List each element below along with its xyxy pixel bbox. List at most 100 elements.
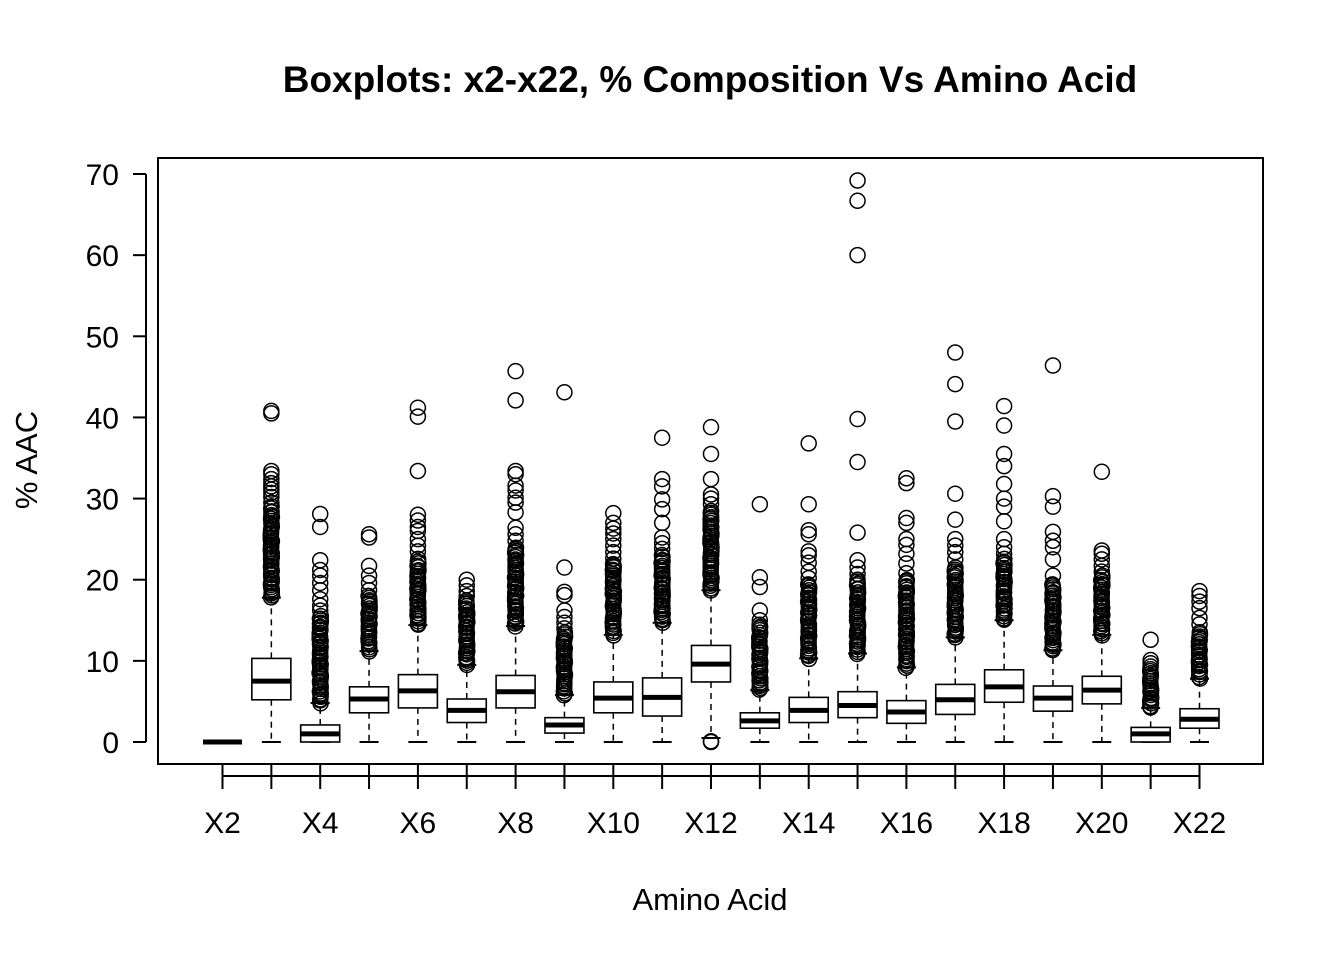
outlier-point bbox=[311, 518, 329, 536]
outlier-point bbox=[702, 502, 720, 520]
outlier-point bbox=[1142, 651, 1159, 669]
outlier-point bbox=[898, 509, 915, 527]
outlier-point bbox=[800, 543, 817, 560]
outlier-point bbox=[849, 453, 866, 471]
outlier-point bbox=[1191, 593, 1208, 610]
outlier-point bbox=[947, 530, 964, 548]
outlier-point bbox=[311, 551, 329, 569]
outlier-point bbox=[1191, 582, 1208, 600]
outlier-point bbox=[849, 246, 866, 264]
outlier-point bbox=[556, 614, 573, 631]
outlier-point bbox=[995, 417, 1013, 434]
outlier-point bbox=[653, 540, 671, 558]
box-x21 bbox=[1130, 631, 1171, 743]
outlier-point bbox=[311, 574, 329, 592]
outlier-point bbox=[507, 462, 524, 480]
outlier-point bbox=[751, 612, 769, 629]
outlier-point bbox=[947, 511, 964, 528]
outlier-point bbox=[312, 607, 330, 625]
outlier-point bbox=[653, 546, 671, 564]
outlier-point bbox=[507, 539, 525, 556]
box-x9 bbox=[544, 384, 585, 743]
outlier-point bbox=[311, 602, 329, 619]
box-x13 bbox=[739, 496, 781, 743]
outlier-point bbox=[409, 550, 427, 568]
outlier-point bbox=[1191, 587, 1208, 605]
outlier-point bbox=[360, 567, 378, 584]
outlier-point bbox=[995, 530, 1013, 548]
outlier-point bbox=[995, 498, 1013, 515]
outlier-point bbox=[458, 571, 475, 588]
outlier-point bbox=[605, 543, 622, 561]
outlier-point bbox=[1044, 498, 1062, 515]
box-x14 bbox=[788, 435, 830, 743]
outlier-point bbox=[409, 512, 427, 529]
outlier-point bbox=[947, 375, 964, 393]
outlier-point bbox=[653, 478, 671, 495]
outlier-point bbox=[849, 524, 866, 541]
outlier-point bbox=[995, 475, 1013, 493]
chart-title: Boxplots: x2-x22, % Composition Vs Amino… bbox=[283, 59, 1138, 100]
box-x3 bbox=[251, 402, 292, 743]
outlier-point bbox=[653, 429, 671, 446]
outlier-point bbox=[995, 539, 1013, 556]
outlier-point bbox=[702, 445, 720, 463]
y-tick-label: 40 bbox=[86, 402, 119, 435]
outlier-point bbox=[1044, 487, 1062, 505]
outlier-point bbox=[898, 474, 915, 492]
outlier-point bbox=[751, 569, 769, 586]
outlier-point bbox=[702, 732, 720, 750]
outlier-point bbox=[311, 590, 329, 608]
outlier-point bbox=[409, 518, 427, 536]
box-x8 bbox=[495, 362, 536, 743]
outlier-point bbox=[1044, 357, 1062, 374]
outlier-point bbox=[409, 530, 427, 548]
outlier-point bbox=[409, 399, 427, 416]
outlier-point bbox=[947, 537, 964, 554]
outlier-point bbox=[702, 418, 720, 436]
x-tick-label: X14 bbox=[782, 807, 835, 840]
outlier-point bbox=[458, 587, 475, 605]
outlier-point bbox=[947, 344, 964, 361]
box-x10 bbox=[592, 504, 634, 743]
outlier-point bbox=[556, 620, 573, 637]
outlier-point bbox=[263, 474, 280, 492]
box-x11 bbox=[641, 429, 683, 743]
outlier-point bbox=[947, 551, 964, 568]
outlier-point bbox=[311, 505, 329, 523]
y-tick-label: 30 bbox=[86, 484, 119, 517]
outlier-point bbox=[1044, 532, 1062, 550]
outlier-point bbox=[556, 583, 573, 601]
outlier-point bbox=[702, 470, 720, 488]
outlier-point bbox=[1044, 567, 1062, 584]
x-tick-label: X10 bbox=[587, 807, 640, 840]
outlier-point bbox=[507, 532, 524, 550]
outlier-point bbox=[409, 462, 427, 480]
y-tick-label: 0 bbox=[102, 727, 119, 760]
outlier-point bbox=[800, 435, 817, 452]
outlier-point bbox=[605, 530, 622, 548]
x-tick-label: X12 bbox=[684, 807, 737, 840]
outlier-point bbox=[409, 506, 427, 524]
outlier-point bbox=[1142, 631, 1159, 649]
outlier-point bbox=[556, 384, 573, 401]
outlier-point bbox=[556, 586, 573, 604]
outlier-point bbox=[409, 522, 427, 540]
y-axis: 0 10 20 30 40 50 60 70 bbox=[86, 159, 147, 760]
outlier-point bbox=[409, 543, 427, 560]
outlier-point bbox=[995, 445, 1013, 463]
outlier-point bbox=[507, 465, 524, 483]
outlier-point bbox=[800, 563, 817, 580]
box-x19 bbox=[1032, 357, 1074, 743]
outlier-point bbox=[800, 521, 817, 539]
outlier-point bbox=[849, 192, 866, 210]
outlier-point bbox=[360, 587, 377, 605]
outlier-point bbox=[1093, 463, 1111, 481]
outlier-point bbox=[849, 551, 866, 569]
box-x17 bbox=[934, 344, 976, 743]
outlier-point bbox=[898, 564, 915, 582]
outlier-point bbox=[799, 576, 817, 593]
y-tick-label: 20 bbox=[86, 565, 119, 598]
outlier-point bbox=[751, 616, 768, 633]
outlier-point bbox=[995, 397, 1013, 415]
